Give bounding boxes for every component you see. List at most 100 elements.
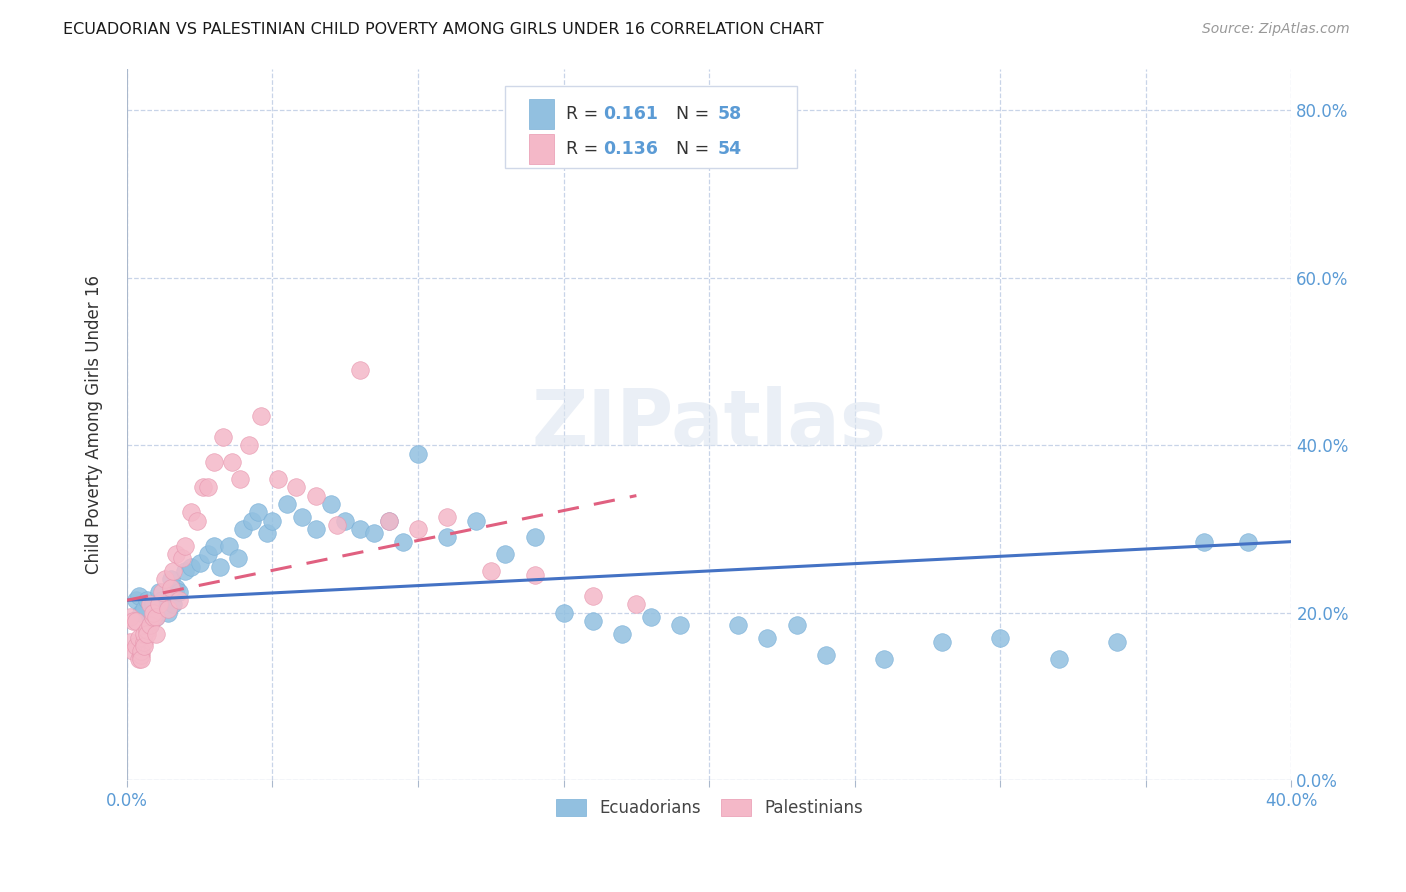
Text: N =: N = xyxy=(665,140,714,158)
Bar xyxy=(529,134,554,164)
Point xyxy=(436,531,458,545)
Point xyxy=(238,438,260,452)
Point xyxy=(124,640,146,654)
Point xyxy=(202,539,225,553)
Point xyxy=(134,626,156,640)
Point xyxy=(124,614,146,628)
Y-axis label: Child Poverty Among Girls Under 16: Child Poverty Among Girls Under 16 xyxy=(86,275,103,574)
Point xyxy=(174,564,197,578)
Point xyxy=(169,593,191,607)
Point xyxy=(246,505,269,519)
Text: R =: R = xyxy=(567,104,603,123)
Point xyxy=(494,547,516,561)
Point xyxy=(153,572,176,586)
Point xyxy=(349,363,371,377)
Point xyxy=(756,631,779,645)
Point xyxy=(553,606,575,620)
Point xyxy=(134,635,156,649)
Point xyxy=(139,618,162,632)
Point xyxy=(148,598,170,612)
Point xyxy=(202,455,225,469)
Point xyxy=(136,593,159,607)
Point xyxy=(209,559,232,574)
Point xyxy=(523,568,546,582)
Point xyxy=(305,489,328,503)
Point xyxy=(1047,652,1070,666)
Point xyxy=(582,614,605,628)
Point xyxy=(145,610,167,624)
Point xyxy=(363,526,385,541)
Point xyxy=(319,497,342,511)
Point xyxy=(165,581,187,595)
Point xyxy=(162,598,184,612)
Point xyxy=(150,585,173,599)
Point xyxy=(640,610,662,624)
Point xyxy=(142,598,165,612)
Point xyxy=(218,539,240,553)
Point xyxy=(128,631,150,645)
Point xyxy=(159,581,181,595)
Point xyxy=(226,551,249,566)
Text: 0.161: 0.161 xyxy=(603,104,658,123)
Point xyxy=(124,593,146,607)
Text: 0.136: 0.136 xyxy=(603,140,658,158)
Point xyxy=(128,589,150,603)
Bar xyxy=(529,99,554,128)
Text: N =: N = xyxy=(665,104,714,123)
Point xyxy=(188,556,211,570)
Point xyxy=(669,618,692,632)
Point xyxy=(197,547,219,561)
Point xyxy=(626,598,648,612)
Point xyxy=(150,593,173,607)
Point xyxy=(142,606,165,620)
Point xyxy=(212,430,235,444)
Point xyxy=(134,601,156,615)
Point xyxy=(232,522,254,536)
Point xyxy=(118,610,141,624)
Point xyxy=(988,631,1011,645)
Point xyxy=(180,505,202,519)
Point xyxy=(121,614,143,628)
Point xyxy=(727,618,749,632)
Point xyxy=(128,652,150,666)
Point xyxy=(221,455,243,469)
Point xyxy=(378,514,401,528)
Point xyxy=(131,652,153,666)
Point xyxy=(250,409,273,423)
Point xyxy=(335,514,357,528)
Point xyxy=(148,585,170,599)
Point xyxy=(436,509,458,524)
Point xyxy=(156,601,179,615)
Point xyxy=(1236,534,1258,549)
Point xyxy=(142,610,165,624)
Point xyxy=(325,517,347,532)
Point xyxy=(610,626,633,640)
Point xyxy=(131,606,153,620)
Point xyxy=(191,480,214,494)
Text: ECUADORIAN VS PALESTINIAN CHILD POVERTY AMONG GIRLS UNDER 16 CORRELATION CHART: ECUADORIAN VS PALESTINIAN CHILD POVERTY … xyxy=(63,22,824,37)
Point xyxy=(145,610,167,624)
Point xyxy=(349,522,371,536)
Text: Source: ZipAtlas.com: Source: ZipAtlas.com xyxy=(1202,22,1350,37)
Point xyxy=(159,572,181,586)
Text: R =: R = xyxy=(567,140,603,158)
Point xyxy=(134,640,156,654)
Point xyxy=(165,547,187,561)
Point xyxy=(582,589,605,603)
Point xyxy=(172,551,194,566)
Point xyxy=(169,585,191,599)
Point xyxy=(256,526,278,541)
Point xyxy=(139,618,162,632)
Point xyxy=(162,564,184,578)
Point xyxy=(240,514,263,528)
Point xyxy=(1105,635,1128,649)
Point xyxy=(873,652,896,666)
Point xyxy=(378,514,401,528)
Point xyxy=(197,480,219,494)
Point xyxy=(139,598,162,612)
Point xyxy=(523,531,546,545)
Point xyxy=(291,509,314,524)
FancyBboxPatch shape xyxy=(505,87,797,169)
Point xyxy=(262,514,284,528)
Point xyxy=(1192,534,1215,549)
